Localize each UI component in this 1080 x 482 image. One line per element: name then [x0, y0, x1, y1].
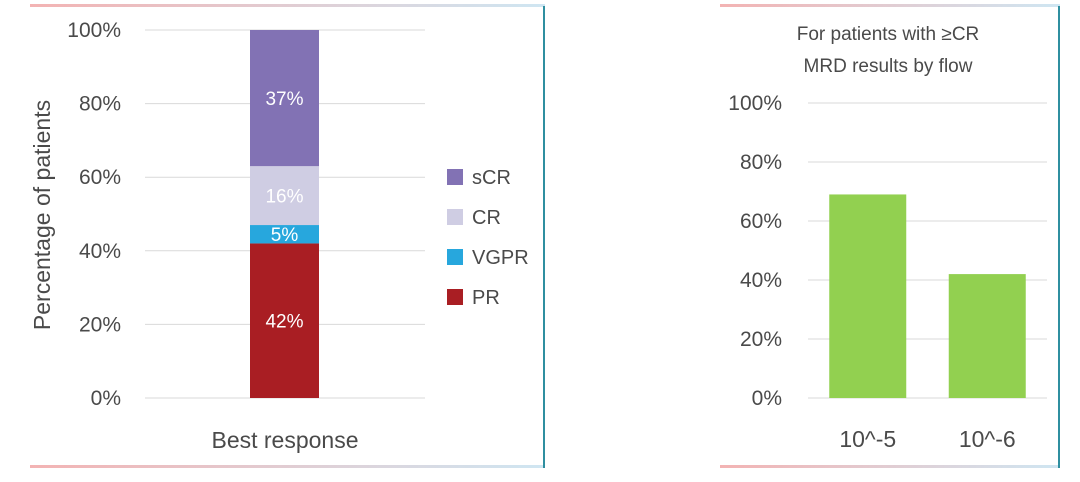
legend-label: sCR [472, 167, 511, 189]
legend-swatch [447, 169, 463, 185]
legend-label: CR [472, 207, 501, 229]
y-tick-label: 80% [740, 151, 782, 174]
bar-segment-vgpr [250, 225, 319, 244]
left-segment-labels: 42% 5% 16% 37% [265, 89, 303, 333]
chart-subtitle: MRD results by flow [804, 56, 973, 77]
y-tick-label: 100% [728, 92, 782, 115]
bar-segment-scr [250, 30, 319, 167]
y-axis-title: Percentage of patients [29, 100, 55, 330]
chart-title: For patients with ≥CR [797, 24, 980, 45]
bar-segment-cr [250, 166, 319, 226]
right-bars [829, 194, 1026, 398]
y-tick-label: 0% [752, 387, 782, 410]
legend-swatch [447, 289, 463, 305]
y-tick-label: 0% [91, 387, 121, 410]
legend-swatch [447, 249, 463, 265]
segment-label-pr: 42% [265, 312, 303, 333]
left-stacked-bar [250, 30, 319, 398]
x-tick-label: 10^-5 [839, 426, 896, 452]
bar-2 [948, 274, 1026, 398]
best-response-chart: 0% 20% 40% 60% 80% 100% 42% 5% 16% 37% Percentag… [29, 19, 529, 453]
y-tick-label: 60% [79, 166, 121, 189]
right-panel-frame [720, 4, 1060, 468]
left-y-tick-labels: 0% 20% 40% 60% 80% 100% [67, 19, 121, 410]
right-y-tick-labels: 0% 20% 40% 60% 80% 100% [728, 92, 782, 410]
y-tick-label: 60% [740, 210, 782, 233]
y-tick-label: 80% [79, 93, 121, 116]
legend-swatch [447, 209, 463, 225]
right-x-tick-labels: 10^-5 10^-6 [839, 426, 1015, 452]
legend-label: PR [472, 287, 500, 309]
y-tick-label: 20% [79, 313, 121, 336]
segment-label-vgpr: 5% [271, 225, 299, 246]
y-tick-label: 40% [79, 240, 121, 263]
x-tick-label: 10^-6 [959, 426, 1016, 452]
y-tick-label: 100% [67, 19, 121, 42]
bar-segment-pr [250, 243, 319, 398]
y-tick-label: 20% [740, 328, 782, 351]
mrd-results-chart: For patients with ≥CR MRD results by flo… [728, 24, 1047, 452]
y-tick-label: 40% [740, 269, 782, 292]
left-panel-frame [30, 4, 545, 468]
segment-label-scr: 37% [265, 89, 303, 110]
bar-1 [829, 194, 907, 398]
legend-label: VGPR [472, 247, 529, 269]
legend: sCR CR VGPR PR [447, 167, 529, 309]
segment-label-cr: 16% [265, 187, 303, 208]
x-axis-title: Best response [211, 427, 358, 453]
